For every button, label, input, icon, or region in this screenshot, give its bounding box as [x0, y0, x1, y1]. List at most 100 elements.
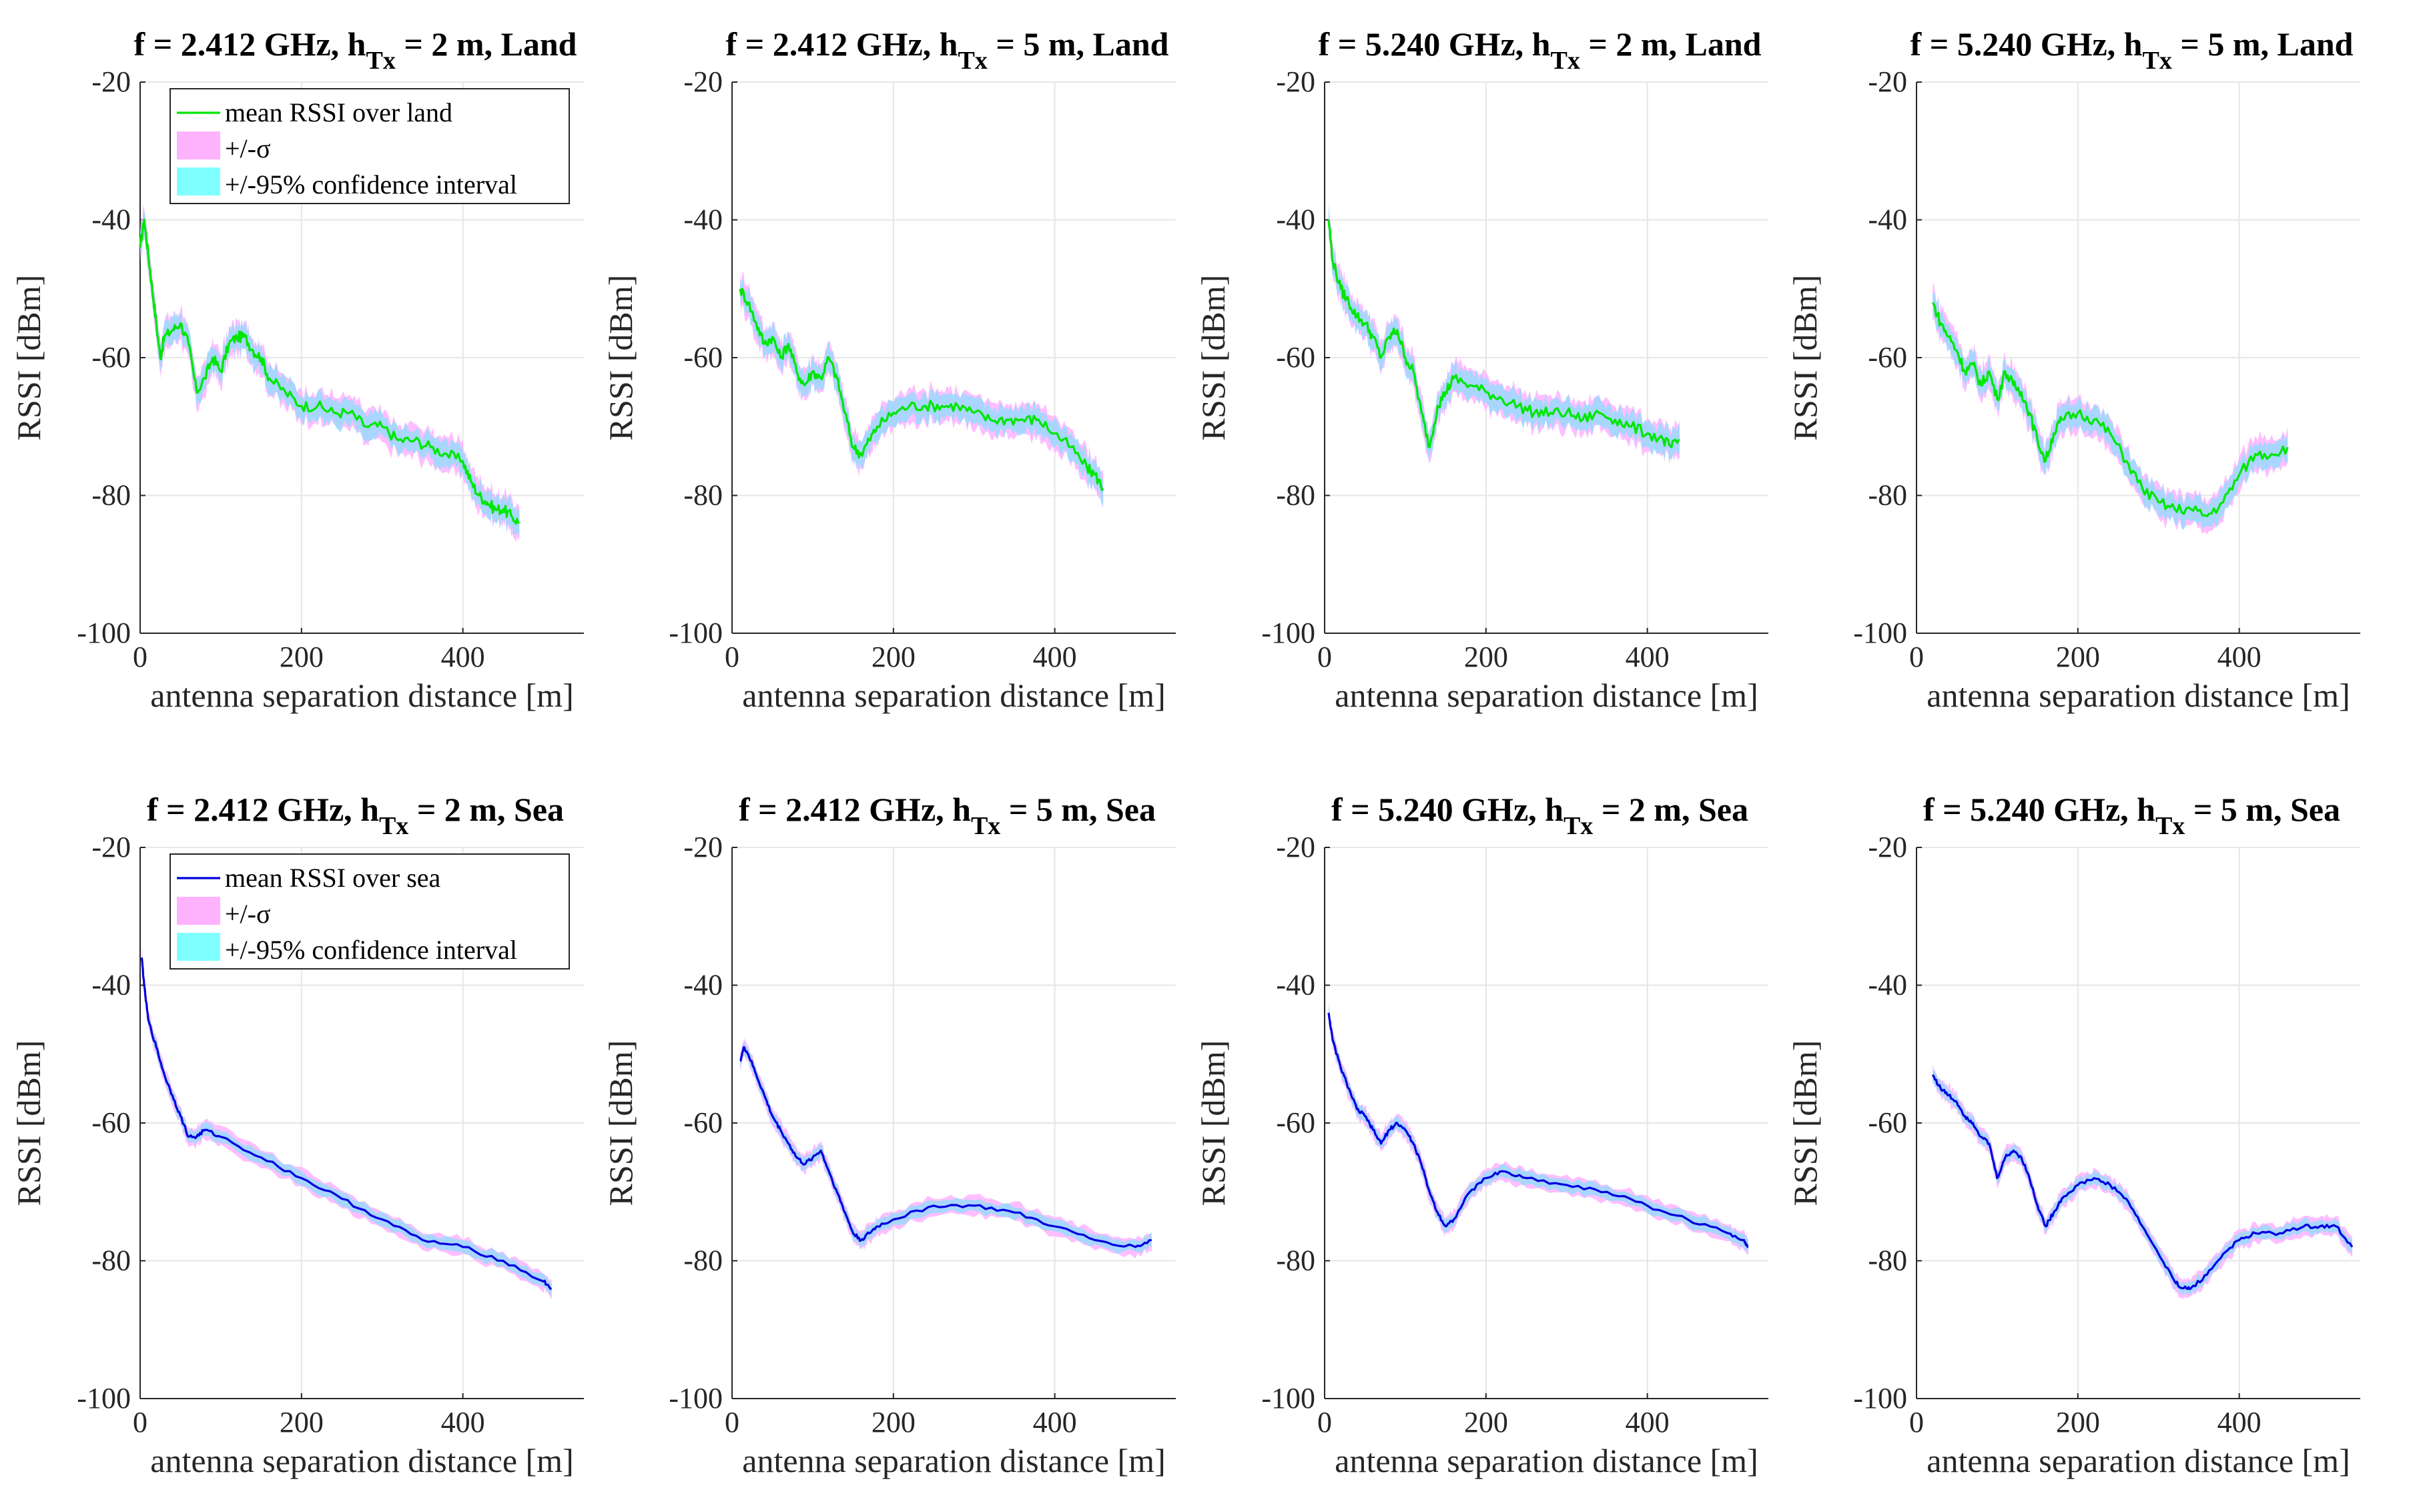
chart-title-suffix: = 5 m, Land [2172, 25, 2354, 63]
y-axis-label: RSSI [dBm] [1786, 1040, 1824, 1206]
chart-title: f = 2.412 GHz, hTx = 5 m, Sea [739, 791, 1156, 840]
chart-title-suffix: = 5 m, Sea [2185, 791, 2340, 828]
confidence-band [1933, 1068, 2352, 1296]
chart-panel: f = 5.240 GHz, hTx = 2 m, Sea -20 -40 -60 -8… [1194, 791, 1768, 1479]
chart-title-suffix: = 2 m, Sea [1593, 791, 1748, 828]
x-tick-label: 0 [1909, 641, 1924, 673]
x-axis-label: antenna separation distance [m] [742, 1442, 1165, 1479]
chart-title: f = 5.240 GHz, hTx = 2 m, Land [1319, 25, 1762, 75]
chart-title: f = 5.240 GHz, hTx = 5 m, Land [1911, 25, 2354, 75]
legend-label: mean RSSI over sea [225, 863, 441, 893]
chart-title-prefix: f = 5.240 GHz, h [1923, 791, 2155, 828]
chart-title: f = 2.412 GHz, hTx = 2 m, Land [134, 25, 577, 75]
x-axis-label: antenna separation distance [m] [1927, 1442, 2350, 1479]
legend-label: +/-95% confidence interval [225, 935, 517, 965]
chart-panel: f = 2.412 GHz, hTx = 5 m, Sea -20 -40 -60 -8… [602, 791, 1176, 1479]
y-axis-label: RSSI [dBm] [1194, 275, 1232, 441]
y-tick-label: -80 [1868, 479, 1907, 512]
legend-label: +/-95% confidence interval [225, 169, 517, 200]
x-tick-label: 0 [133, 641, 147, 673]
x-axis-label: antenna separation distance [m] [1335, 677, 1758, 714]
y-tick-label: -40 [91, 204, 131, 236]
x-tick-label: 0 [1317, 641, 1332, 673]
y-tick-label: -20 [683, 65, 723, 98]
chart-title-suffix: = 2 m, Land [396, 25, 577, 63]
x-tick-label: 400 [1626, 641, 1670, 673]
mean-rssi-line [140, 958, 553, 1290]
y-tick-label: -100 [77, 617, 131, 649]
chart-title-subscript: Tx [366, 47, 395, 75]
x-tick-label: 200 [280, 641, 324, 673]
x-tick-label: 400 [2217, 641, 2262, 673]
y-tick-label: -40 [1276, 204, 1315, 236]
legend-box [169, 853, 570, 970]
chart-panel: f = 2.412 GHz, hTx = 2 m, Land-20-40-60-… [10, 25, 584, 714]
x-axis-label: antenna separation distance [m] [150, 1442, 573, 1479]
x-tick-label: 200 [1464, 641, 1508, 673]
chart-title-subscript: Tx [958, 47, 987, 75]
x-axis-label: antenna separation distance [m] [1335, 1442, 1758, 1479]
sigma-band [740, 1037, 1152, 1259]
sigma-band [1329, 204, 1680, 464]
chart-title-suffix: = 2 m, Land [1580, 25, 1762, 63]
y-tick-label: -60 [683, 341, 723, 374]
chart-title-subscript: Tx [2142, 47, 2171, 75]
x-tick-label: 200 [2056, 641, 2100, 673]
mean-rssi-line [1327, 220, 1680, 448]
y-tick-label: -20 [1276, 831, 1315, 863]
y-axis-label: RSSI [dBm] [10, 275, 47, 441]
y-tick-label: -100 [77, 1382, 131, 1415]
y-tick-label: -20 [1868, 65, 1907, 98]
chart-title-prefix: f = 2.412 GHz, h [134, 25, 366, 63]
y-axis-label: RSSI [dBm] [602, 1040, 639, 1206]
chart-title-subscript: Tx [971, 812, 1000, 840]
sigma-band [1933, 1063, 2352, 1300]
chart-panel: f = 5.240 GHz, hTx = 5 m, Sea -20 -40 -60 -8… [1786, 791, 2360, 1479]
y-tick-label: -60 [91, 341, 131, 374]
legend-label: mean RSSI over land [225, 97, 452, 127]
confidence-band [1329, 1006, 1748, 1255]
x-tick-label: 200 [872, 1406, 916, 1439]
confidence-band [1933, 292, 2288, 530]
x-tick-label: 400 [1033, 641, 1077, 673]
y-tick-label: -40 [1276, 969, 1315, 1002]
y-tick-label: -100 [1261, 617, 1315, 649]
x-tick-label: 400 [1626, 1406, 1670, 1439]
y-tick-label: -80 [683, 479, 723, 512]
x-tick-label: 200 [2056, 1406, 2100, 1439]
mean-rssi-line [139, 218, 520, 525]
y-tick-label: -40 [1868, 969, 1907, 1002]
confidence-band [1329, 205, 1680, 460]
chart-title-prefix: f = 2.412 GHz, h [147, 791, 379, 828]
y-tick-label: -100 [669, 617, 723, 649]
confidence-band [140, 210, 520, 538]
sigma-band [140, 204, 520, 542]
y-axis-label: RSSI [dBm] [602, 275, 639, 441]
y-tick-label: -20 [91, 831, 131, 863]
y-tick-label: -20 [91, 65, 131, 98]
legend-sigma-swatch [177, 131, 220, 159]
y-tick-label: -60 [91, 1106, 131, 1139]
y-tick-label: -20 [1276, 65, 1315, 98]
x-tick-label: 0 [725, 641, 739, 673]
y-tick-label: -20 [683, 831, 723, 863]
x-tick-label: 400 [2217, 1406, 2262, 1439]
chart-title-prefix: f = 5.240 GHz, h [1331, 791, 1564, 828]
x-axis-label: antenna separation distance [m] [1927, 677, 2350, 714]
sigma-band [1933, 283, 2288, 534]
y-axis-label: RSSI [dBm] [1786, 275, 1824, 441]
x-tick-label: 400 [441, 641, 485, 673]
y-tick-label: -20 [1868, 831, 1907, 863]
x-tick-label: 0 [725, 1406, 739, 1439]
y-tick-label: -60 [1276, 341, 1315, 374]
chart-title-prefix: f = 5.240 GHz, h [1319, 25, 1551, 63]
chart-panel: f = 5.240 GHz, hTx = 5 m, Land-20-40-60-… [1786, 25, 2360, 714]
legend-sigma-swatch [177, 897, 220, 925]
y-tick-label: -100 [1261, 1382, 1315, 1415]
y-axis-label: RSSI [dBm] [1194, 1040, 1232, 1206]
y-tick-label: -80 [1276, 1244, 1315, 1277]
y-tick-label: -80 [1868, 1244, 1907, 1277]
chart-title-subscript: Tx [2155, 812, 2185, 840]
confidence-band [141, 951, 552, 1296]
mean-rssi-line [1931, 1074, 2354, 1290]
